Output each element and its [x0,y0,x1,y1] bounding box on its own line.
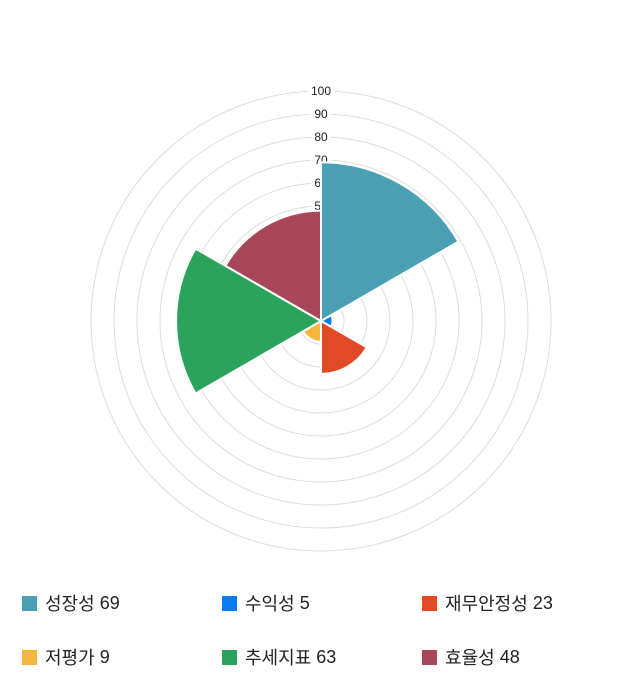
legend-label: 재무안정성 [445,594,528,614]
legend-value: 48 [499,646,520,667]
legend-item-3[interactable]: 저평가 9 [22,644,222,670]
sector-2[interactable] [320,320,368,375]
legend-value: 23 [532,592,553,613]
sector-0[interactable] [320,161,460,322]
legend-value: 5 [299,592,310,613]
legend-row-1: 성장성 69 수익성 5 재무안정성 23 [22,590,622,616]
legend-swatch-icon [422,595,437,611]
legend-label: 수익성 [245,594,295,614]
radial-tick-backdrop-100 [307,84,335,98]
legend-value: 9 [99,646,110,667]
chart-legend: 성장성 69 수익성 5 재무안정성 23 저평가 9 추세지표 63 효율성 48 [22,590,622,698]
radial-tick-backdrop-90 [311,107,331,121]
legend-swatch-icon [422,649,437,665]
legend-item-0[interactable]: 성장성 69 [22,590,222,616]
legend-label: 저평가 [45,648,95,668]
legend-value: 63 [316,646,337,667]
legend-swatch-icon [222,595,237,611]
radial-tick-label-90: 90 [314,107,328,121]
legend-row-2: 저평가 9 추세지표 63 효율성 48 [22,644,622,670]
radial-tick-label-80: 80 [314,130,328,144]
legend-item-5[interactable]: 효율성 48 [422,644,622,670]
sector-5[interactable] [224,209,322,322]
legend-label: 효율성 [445,648,495,668]
sector-4[interactable] [175,247,322,395]
legend-item-1[interactable]: 수익성 5 [222,590,422,616]
radial-tick-label-100: 100 [311,84,331,98]
radial-tick-backdrop-80 [311,130,331,144]
polar-area-chart: 5060708090100 [90,84,552,552]
legend-swatch-icon [22,595,37,611]
legend-swatch-icon [222,649,237,665]
legend-value: 69 [99,592,120,613]
legend-swatch-icon [22,649,37,665]
legend-item-4[interactable]: 추세지표 63 [222,644,422,670]
legend-label: 성장성 [45,594,95,614]
legend-item-2[interactable]: 재무안정성 23 [422,590,622,616]
legend-label: 추세지표 [245,648,312,668]
